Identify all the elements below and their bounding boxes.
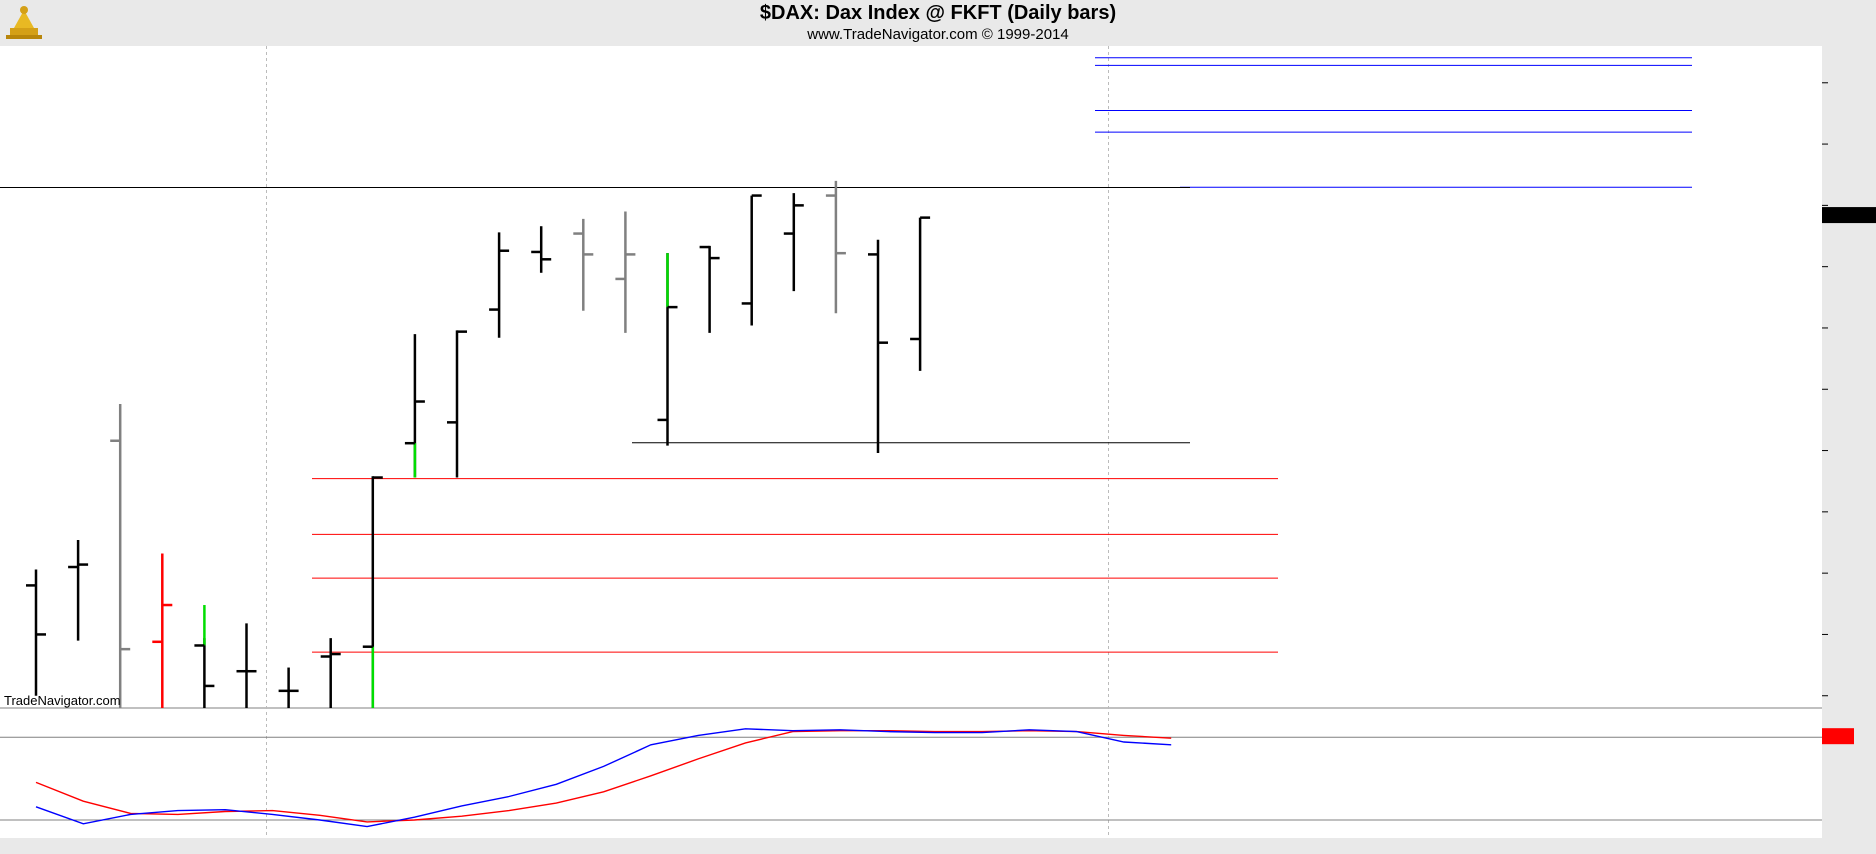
chart-header: $DAX: Dax Index @ FKFT (Daily bars) www.… (0, 0, 1876, 46)
stochastic-panel (0, 728, 1854, 828)
last-price-box (1822, 207, 1876, 224)
price-axis (1822, 82, 1876, 697)
price-panel (0, 46, 1822, 708)
watermark: TradeNavigator.com (4, 693, 121, 708)
grid (266, 46, 1109, 838)
price-bars (26, 180, 931, 708)
chart-title: $DAX: Dax Index @ FKFT (Daily bars) (759, 2, 1117, 24)
tradenavigator-logo-icon (6, 6, 42, 39)
price-levels (0, 57, 1692, 653)
stoch-series-line (35, 728, 1172, 828)
chart-subtitle: www.TradeNavigator.com © 1999-2014 (807, 26, 1069, 43)
price-axis-panel (1822, 46, 1876, 854)
stoch-last-box (1822, 728, 1854, 745)
date-axis-panel (0, 838, 1822, 854)
indicator-panel (0, 708, 1822, 854)
stoch-series-line (35, 729, 1172, 823)
